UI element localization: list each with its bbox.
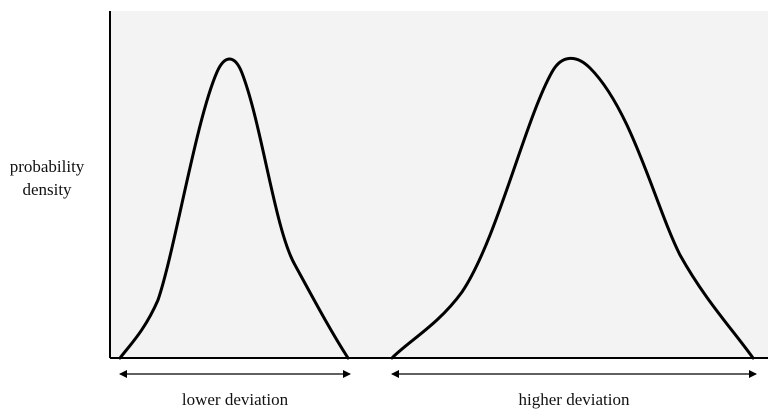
y-axis-label: probability density: [0, 155, 94, 201]
lower-deviation-label: lower deviation: [181, 390, 289, 409]
y-axis-label-line2: density: [22, 180, 72, 199]
plot-area: [110, 11, 768, 358]
y-axis-label-line1: probability: [9, 157, 85, 176]
higher-deviation-label: higher deviation: [518, 390, 630, 409]
lower-deviation-curve: [118, 57, 350, 360]
higher-deviation-curve: [390, 56, 755, 360]
